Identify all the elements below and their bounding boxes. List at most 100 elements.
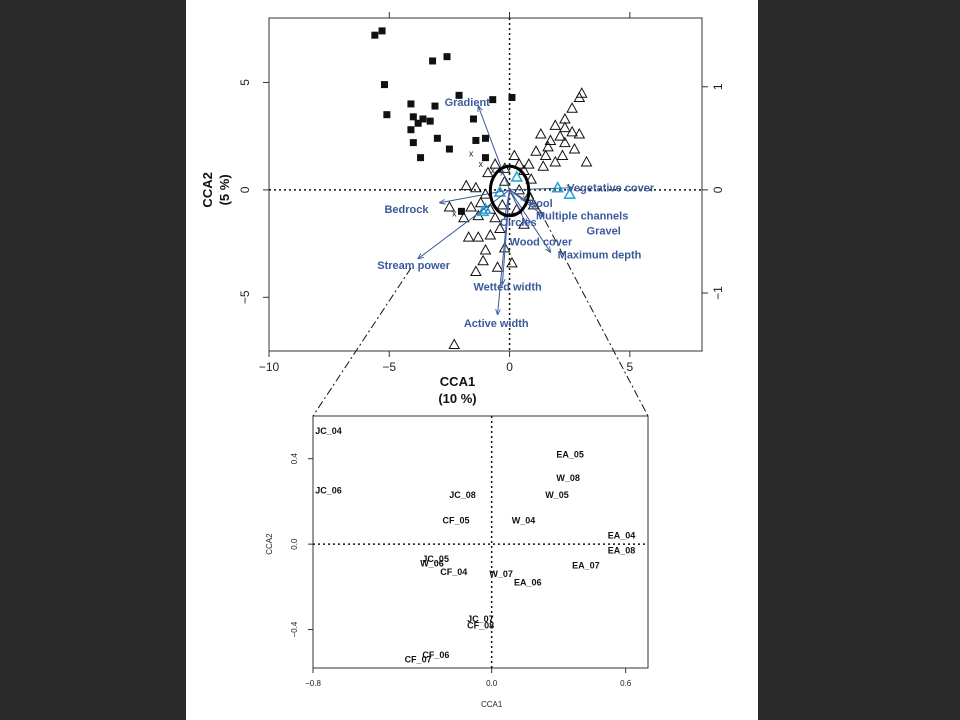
site-label: EA_08 <box>608 546 636 556</box>
highlight-point-triangle <box>479 202 492 215</box>
site-point-triangle <box>525 173 538 184</box>
x-tick-label: 0 <box>506 360 513 374</box>
site-point-square <box>380 81 388 89</box>
right-tick-label: 1 <box>711 83 725 90</box>
inset-plot-frame <box>312 415 649 669</box>
site-point-square <box>472 136 480 144</box>
species-point-x: x <box>490 166 495 176</box>
x-tick-label: 5 <box>626 360 633 374</box>
site-point-triangle <box>491 261 504 272</box>
site-point-triangle <box>534 127 547 139</box>
site-point-square <box>433 134 441 142</box>
slide-canvas: −10 −5 0 5 −5 0 5 −1 0 1 CCA1 (10 %) CCA2 (5 %) x x x x x G… <box>186 0 758 720</box>
inset-y-tick-label: −0.4 <box>290 621 299 637</box>
site-point-square <box>419 115 427 123</box>
inset-x-tick-label: 0.6 <box>620 679 632 688</box>
site-point-square <box>445 145 453 153</box>
env-arrow-label: Gradient <box>445 97 491 109</box>
site-label: W_06 <box>420 558 444 568</box>
site-point-square <box>407 126 415 134</box>
site-point-triangle <box>573 127 586 139</box>
species-point-x: x <box>469 148 474 158</box>
site-label: JC_08 <box>449 490 476 500</box>
site-point-square <box>409 113 417 121</box>
site-point-triangle <box>443 201 456 212</box>
site-point-triangle <box>482 166 494 178</box>
env-arrow-label: Wetted width <box>473 282 542 294</box>
site-point-triangle <box>494 222 506 234</box>
right-tick-label: 0 <box>711 186 725 193</box>
site-point-triangle <box>470 265 482 277</box>
site-point-triangle <box>489 211 501 223</box>
site-point-triangle <box>496 198 509 210</box>
env-arrow-label: Gravel <box>587 226 621 238</box>
site-point-square <box>414 119 422 127</box>
site-point-triangle <box>549 155 562 167</box>
site-point-triangle <box>477 254 489 266</box>
site-point-triangle <box>559 136 571 148</box>
y-tick-label: −5 <box>238 290 252 304</box>
site-label: CF_06 <box>422 650 449 660</box>
site-point-square <box>409 139 417 147</box>
right-dark-band <box>758 0 960 720</box>
site-point-triangle <box>506 256 518 268</box>
site-point-square <box>378 27 386 35</box>
site-label: W_05 <box>545 490 569 500</box>
site-point-triangle <box>458 211 470 223</box>
site-point-triangle <box>474 196 487 208</box>
site-point-triangle <box>542 140 554 152</box>
zoom-line-left <box>312 267 412 417</box>
main-plot-frame <box>268 17 703 352</box>
y-tick-label: 5 <box>238 79 252 86</box>
env-arrow <box>418 189 510 259</box>
site-label: CF_05 <box>443 516 470 526</box>
highlight-point-triangle <box>510 170 524 182</box>
site-point-triangle <box>472 231 485 242</box>
species-point-x: x <box>478 159 483 169</box>
inset-x-axis-title: CCA1 <box>481 700 503 709</box>
site-point-square <box>426 117 434 125</box>
zoom-line-right <box>529 191 649 417</box>
site-point-square <box>417 154 425 162</box>
env-arrow-label: Active width <box>464 318 529 330</box>
site-label: JC_07 <box>467 614 494 624</box>
env-arrow-label: Stream power <box>377 260 450 272</box>
main-y-axis-title: CCA2 <box>200 172 215 207</box>
site-label: JC_05 <box>422 554 449 564</box>
site-point-triangle <box>489 158 501 169</box>
main-y-axis-subtitle: (5 %) <box>217 174 232 205</box>
site-point-triangle <box>484 228 497 240</box>
highlight-point-triangle <box>551 181 565 193</box>
site-point-triangle <box>508 149 521 160</box>
site-label: JC_04 <box>315 426 342 436</box>
main-x-axis-subtitle: (10 %) <box>438 391 476 406</box>
site-point-triangle <box>573 91 586 102</box>
highlight-point-triangle <box>476 204 490 217</box>
site-label: EA_04 <box>608 531 636 541</box>
site-label: EA_06 <box>514 578 542 588</box>
site-point-square <box>443 53 451 61</box>
env-arrow-label: Wood cover <box>510 236 573 248</box>
env-arrow-label: Circles <box>500 217 537 229</box>
site-point-square <box>482 154 489 162</box>
site-point-square <box>383 111 391 119</box>
inset-x-tick-label: −0.8 <box>305 679 321 688</box>
site-label: CF_08 <box>467 620 494 630</box>
site-label: CF_04 <box>440 567 467 577</box>
env-arrow <box>509 188 573 190</box>
highlight-point-triangle <box>563 187 577 199</box>
site-label: W_04 <box>512 516 536 526</box>
site-point-triangle <box>462 231 475 242</box>
site-label: CF_07 <box>405 654 432 664</box>
zoom-connector-lines <box>312 191 649 417</box>
site-point-square <box>482 134 489 142</box>
site-label: EA_05 <box>556 449 584 459</box>
env-arrow <box>498 189 511 315</box>
site-point-triangle <box>556 149 569 160</box>
site-label: JC_06 <box>315 486 342 496</box>
site-point-triangle <box>580 155 593 167</box>
site-point-triangle <box>539 149 552 160</box>
env-arrow <box>509 189 551 252</box>
